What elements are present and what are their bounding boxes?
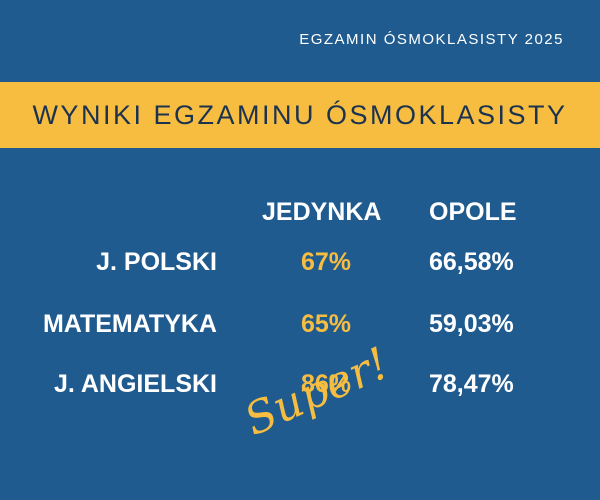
title: WYNIKI EGZAMINU ÓSMOKLASISTY — [32, 100, 568, 130]
row-label: J. POLSKI — [96, 248, 217, 276]
row-label: MATEMATYKA — [42, 310, 217, 338]
row-label: J. ANGIELSKI — [54, 370, 217, 398]
kicker: EGZAMIN ÓSMOKLASISTY 2025 — [299, 31, 564, 48]
opole-value: 66,58% — [429, 248, 514, 276]
column-header: OPOLE — [429, 198, 517, 226]
opole-value: 78,47% — [429, 370, 514, 398]
jedynka-value: 86% — [300, 370, 352, 398]
jedynka-value: 67% — [300, 248, 352, 276]
title-band — [0, 82, 600, 148]
opole-value: 59,03% — [429, 310, 514, 338]
jedynka-value: 65% — [300, 310, 352, 338]
column-header: JEDYNKA — [262, 198, 382, 226]
